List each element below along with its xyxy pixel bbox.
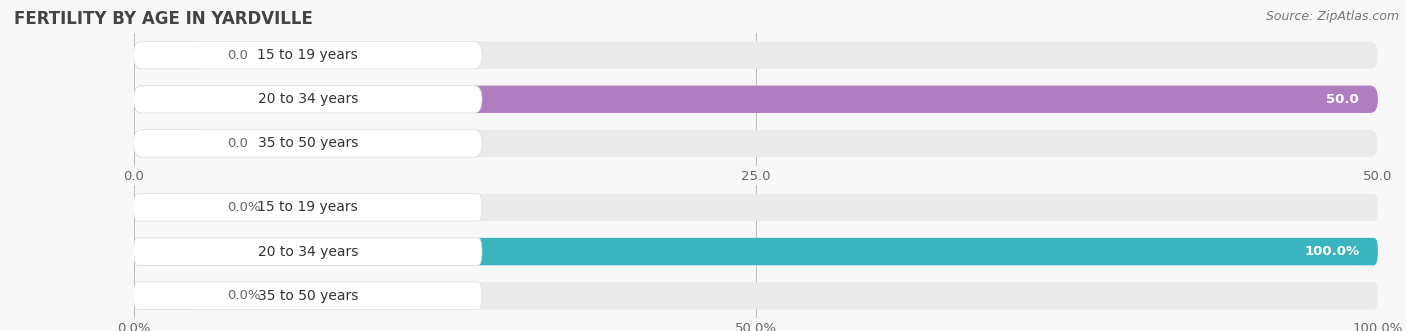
Text: 35 to 50 years: 35 to 50 years bbox=[257, 289, 359, 303]
FancyBboxPatch shape bbox=[134, 86, 1378, 113]
Text: FERTILITY BY AGE IN YARDVILLE: FERTILITY BY AGE IN YARDVILLE bbox=[14, 10, 314, 28]
FancyBboxPatch shape bbox=[134, 282, 1378, 309]
FancyBboxPatch shape bbox=[134, 238, 482, 265]
Text: 20 to 34 years: 20 to 34 years bbox=[257, 92, 359, 106]
FancyBboxPatch shape bbox=[134, 41, 482, 69]
Text: 0.0%: 0.0% bbox=[226, 289, 260, 302]
Text: 0.0: 0.0 bbox=[226, 137, 247, 150]
FancyBboxPatch shape bbox=[134, 86, 482, 113]
FancyBboxPatch shape bbox=[134, 130, 202, 157]
FancyBboxPatch shape bbox=[134, 238, 1378, 265]
Text: 100.0%: 100.0% bbox=[1305, 245, 1360, 258]
FancyBboxPatch shape bbox=[134, 130, 482, 157]
Text: 0.0: 0.0 bbox=[226, 49, 247, 62]
FancyBboxPatch shape bbox=[134, 41, 202, 69]
Text: 15 to 19 years: 15 to 19 years bbox=[257, 201, 359, 214]
FancyBboxPatch shape bbox=[134, 41, 1378, 69]
FancyBboxPatch shape bbox=[134, 194, 482, 221]
FancyBboxPatch shape bbox=[134, 86, 1378, 113]
FancyBboxPatch shape bbox=[134, 282, 482, 309]
Text: 35 to 50 years: 35 to 50 years bbox=[257, 136, 359, 150]
FancyBboxPatch shape bbox=[134, 194, 202, 221]
Text: Source: ZipAtlas.com: Source: ZipAtlas.com bbox=[1265, 10, 1399, 23]
FancyBboxPatch shape bbox=[134, 238, 1378, 265]
FancyBboxPatch shape bbox=[134, 130, 1378, 157]
Text: 20 to 34 years: 20 to 34 years bbox=[257, 245, 359, 259]
FancyBboxPatch shape bbox=[134, 282, 202, 309]
Text: 50.0: 50.0 bbox=[1326, 93, 1360, 106]
FancyBboxPatch shape bbox=[134, 194, 1378, 221]
Text: 15 to 19 years: 15 to 19 years bbox=[257, 48, 359, 62]
Text: 0.0%: 0.0% bbox=[226, 201, 260, 214]
